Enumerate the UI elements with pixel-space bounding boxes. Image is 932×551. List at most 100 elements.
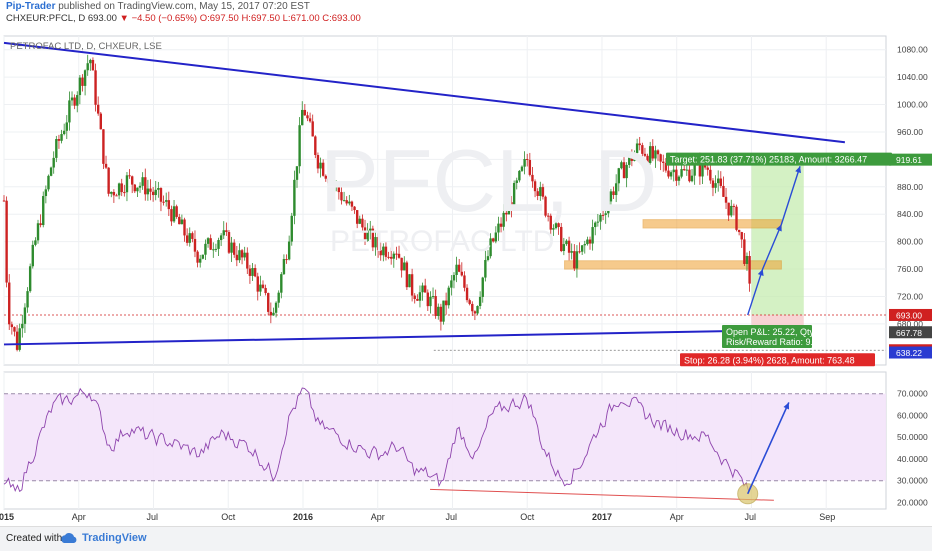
rsi-arrow-head bbox=[783, 402, 790, 410]
candle bbox=[442, 300, 445, 322]
candle bbox=[55, 139, 58, 158]
candle bbox=[497, 223, 500, 233]
candle bbox=[580, 245, 584, 252]
candle bbox=[549, 215, 552, 230]
rsi-tick-label: 50.0000 bbox=[897, 432, 928, 442]
candle bbox=[117, 183, 121, 196]
rsi-band bbox=[4, 393, 886, 481]
author-link[interactable]: Pip-Trader bbox=[6, 1, 56, 12]
candle bbox=[374, 237, 377, 248]
risk-reward-label: Risk/Reward Ratio: 9.58 bbox=[726, 337, 823, 347]
candle bbox=[2, 200, 6, 202]
price-tick-label: 1040.00 bbox=[897, 72, 928, 82]
candle bbox=[319, 162, 322, 169]
rsi-tick-label: 70.0000 bbox=[897, 389, 928, 399]
price-label: 919.61 bbox=[896, 155, 922, 165]
candle bbox=[437, 306, 440, 316]
tradingview-brand[interactable]: TradingView bbox=[82, 532, 147, 544]
candle bbox=[154, 189, 157, 196]
candle bbox=[34, 240, 37, 245]
candle bbox=[149, 188, 152, 192]
candle bbox=[410, 274, 414, 296]
candle bbox=[664, 162, 668, 171]
trendline-upper bbox=[3, 41, 846, 144]
candle bbox=[39, 223, 42, 226]
candle bbox=[635, 143, 639, 154]
candle bbox=[217, 240, 220, 249]
candle bbox=[382, 246, 385, 256]
candle bbox=[376, 237, 380, 251]
candle bbox=[431, 296, 435, 298]
candle bbox=[737, 229, 741, 233]
candle bbox=[324, 175, 327, 179]
time-tick-label: Oct bbox=[221, 512, 236, 522]
candle bbox=[403, 262, 406, 271]
candle bbox=[8, 282, 11, 325]
rsi-divergence-line bbox=[430, 488, 774, 501]
price-tick-label: 1080.00 bbox=[897, 45, 928, 55]
stop-label-bg bbox=[680, 353, 875, 367]
candle bbox=[185, 235, 189, 243]
candle bbox=[146, 188, 150, 195]
candle bbox=[151, 191, 155, 196]
candle bbox=[5, 200, 8, 283]
candle bbox=[528, 159, 532, 175]
candle bbox=[583, 244, 586, 246]
candle bbox=[335, 183, 338, 185]
candle bbox=[711, 180, 715, 188]
rsi-tick-label: 20.0000 bbox=[897, 497, 928, 507]
candle bbox=[112, 191, 116, 196]
candle bbox=[552, 228, 555, 230]
candle bbox=[601, 214, 605, 216]
time-tick-label: Apr bbox=[72, 512, 86, 522]
price-tick-label: 880.00 bbox=[897, 182, 923, 192]
candle bbox=[622, 162, 626, 179]
price-label-bg bbox=[889, 153, 932, 166]
candle bbox=[321, 162, 325, 176]
candle bbox=[366, 230, 369, 241]
candle bbox=[586, 239, 589, 245]
candle bbox=[264, 287, 267, 294]
candle bbox=[342, 200, 346, 202]
candle bbox=[332, 181, 335, 185]
candle bbox=[164, 200, 168, 202]
candle bbox=[348, 201, 351, 204]
candle bbox=[510, 202, 513, 208]
candle bbox=[13, 327, 16, 332]
candle bbox=[42, 196, 45, 226]
candle bbox=[306, 115, 309, 119]
candle bbox=[10, 324, 14, 328]
candle bbox=[285, 259, 288, 261]
candle bbox=[193, 238, 197, 252]
candle bbox=[60, 134, 63, 141]
candle bbox=[492, 238, 495, 242]
candle bbox=[91, 59, 95, 71]
candle bbox=[96, 104, 100, 114]
candle bbox=[301, 109, 304, 126]
price-pane bbox=[3, 35, 887, 366]
candle bbox=[588, 239, 592, 244]
price-tick-label: 720.00 bbox=[897, 291, 923, 301]
candle bbox=[141, 177, 144, 186]
price-tick-label: 800.00 bbox=[897, 237, 923, 247]
price-label: 693.00 bbox=[896, 310, 922, 320]
symbol-name[interactable]: CHXEUR:PFCL, D bbox=[6, 13, 86, 24]
candle bbox=[212, 249, 215, 251]
candle bbox=[62, 130, 66, 135]
candle bbox=[65, 122, 68, 131]
candle bbox=[400, 257, 403, 271]
candle bbox=[353, 206, 356, 211]
candle bbox=[397, 253, 401, 258]
price-label-bg bbox=[889, 346, 932, 359]
candle bbox=[557, 223, 560, 227]
candle bbox=[604, 213, 607, 215]
candle bbox=[526, 158, 529, 160]
candle bbox=[36, 223, 40, 241]
candle bbox=[28, 266, 32, 292]
candle bbox=[677, 176, 681, 181]
projection-arrow bbox=[747, 166, 801, 316]
price-tick-label: 960.00 bbox=[897, 127, 923, 137]
candle bbox=[110, 191, 113, 194]
candle bbox=[130, 176, 134, 185]
candle bbox=[421, 285, 424, 293]
